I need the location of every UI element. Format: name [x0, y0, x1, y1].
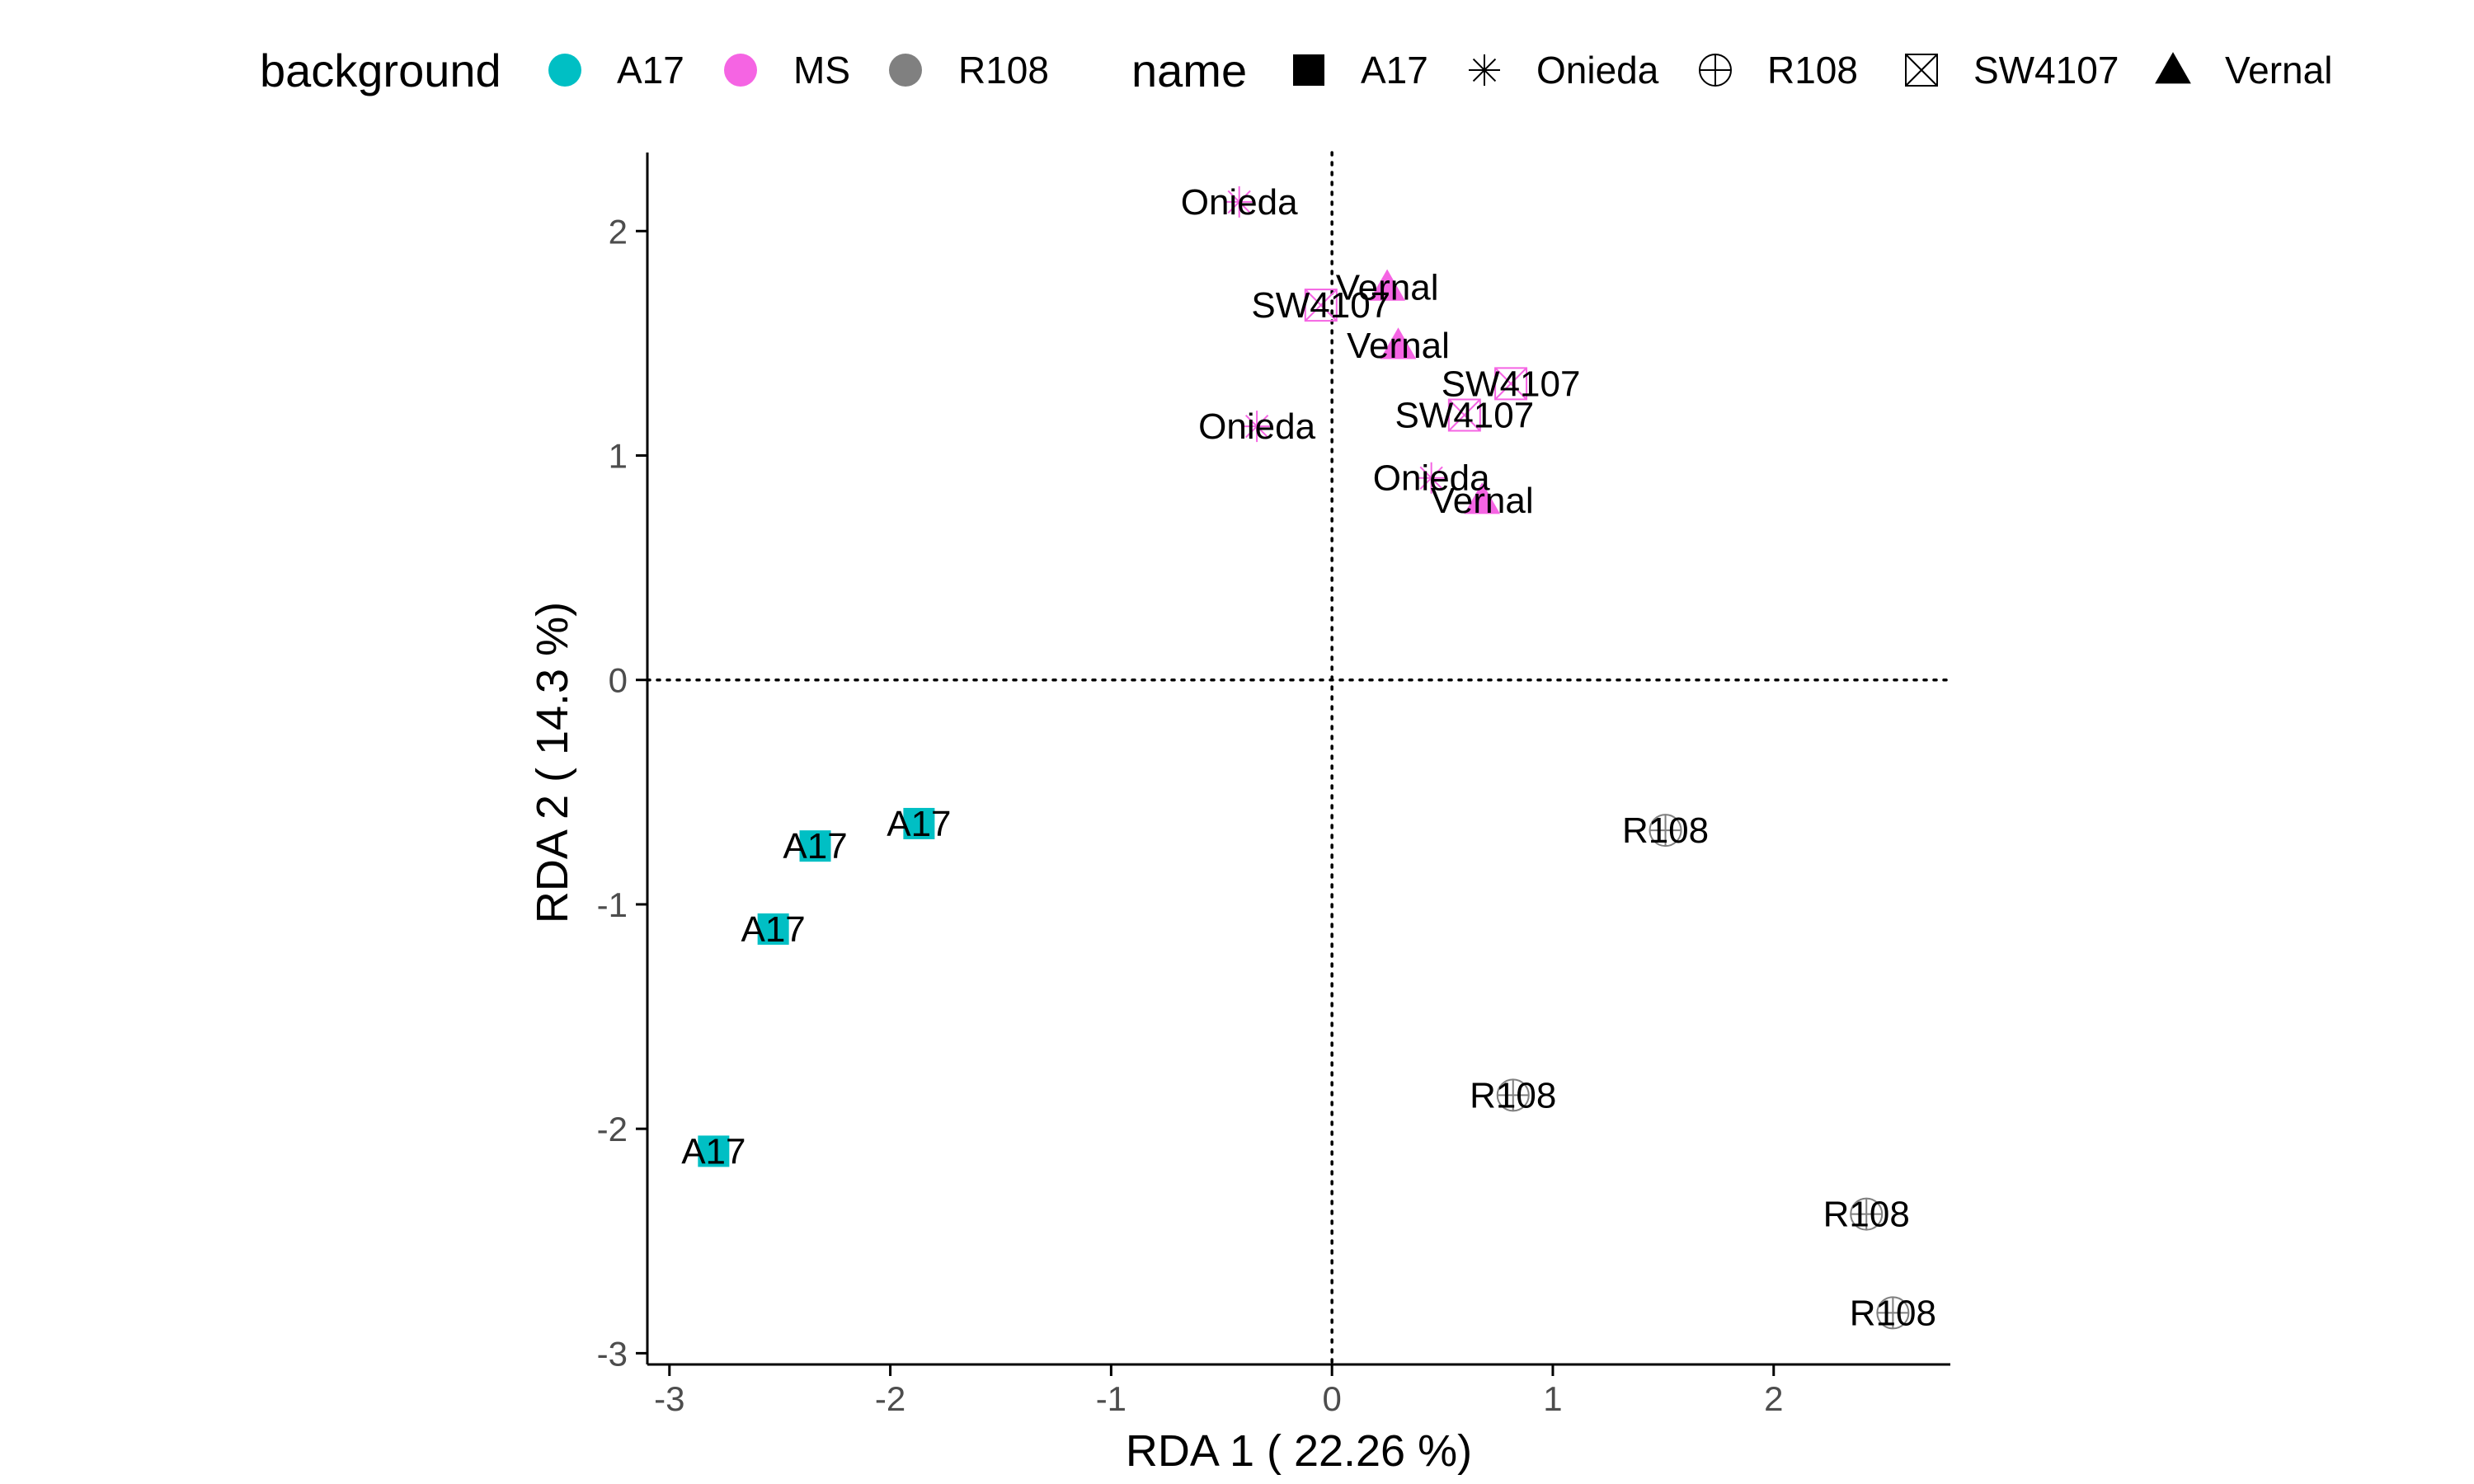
legend: background A17 MS R108 name A17 Onieda R108 SW41…: [260, 45, 2332, 96]
legend-label: MS: [793, 49, 850, 92]
legend-key-square-icon: [1293, 54, 1324, 86]
reference-lines: [646, 151, 1952, 1366]
legend-key-asterisk-icon: [1469, 54, 1500, 86]
data-label: SW4107: [1442, 364, 1581, 404]
legend-key-triangle-icon: [2155, 52, 2191, 84]
data-label: A17: [887, 804, 951, 844]
y-tick-label: -1: [597, 885, 628, 924]
data-point-a17: [698, 1135, 730, 1167]
data-point-a17: [903, 807, 935, 839]
x-tick-label: -3: [654, 1379, 684, 1418]
data-label: R108: [1622, 810, 1709, 851]
legend-item-r108: R108: [889, 49, 1049, 92]
legend-key-color: [889, 54, 922, 87]
data-point-r108: [1649, 814, 1682, 848]
data-point-sw4107: [1304, 289, 1338, 322]
data-label: R108: [1470, 1075, 1556, 1115]
x-tick-label: 0: [1322, 1379, 1341, 1418]
data-label: A17: [741, 909, 805, 950]
data-label: SW4107: [1251, 285, 1390, 326]
legend-title-name: name: [1131, 45, 1247, 96]
legend-item-ms: MS: [724, 49, 850, 92]
data-point-vernal: [1464, 482, 1501, 514]
legend-key-color: [548, 54, 581, 87]
data-point-onieda: [1223, 186, 1255, 218]
data-point-vernal: [1380, 327, 1417, 359]
data-point-sw4107: [1494, 367, 1528, 401]
legend-name: name A17 Onieda R108 SW4107 Vernal: [1131, 45, 2332, 96]
data-label: A17: [783, 826, 847, 866]
legend-key-circle-plus-icon: [1699, 54, 1732, 87]
legend-key-square-x-icon: [1905, 54, 1938, 87]
y-tick-label: 2: [609, 212, 628, 251]
legend-item-a17: A17: [1293, 49, 1428, 92]
axes: -3 -2 -1 0 1 2 -3 -2 -1 0 1 2: [597, 153, 1950, 1418]
data-label: R108: [1850, 1293, 1936, 1333]
x-tick-label: -2: [875, 1379, 905, 1418]
data-point-a17: [799, 830, 831, 862]
data-label: R108: [1823, 1195, 1910, 1235]
legend-key-color: [724, 54, 757, 87]
x-tick-label: -1: [1096, 1379, 1126, 1418]
legend-label: R108: [958, 49, 1049, 92]
legend-item-onieda: Onieda: [1469, 49, 1659, 92]
legend-label: A17: [617, 49, 684, 92]
data-point-r108: [1850, 1197, 1884, 1231]
data-point-sw4107: [1447, 398, 1481, 432]
data-points: [698, 186, 1910, 1330]
data-point-vernal: [1369, 269, 1405, 301]
data-label: Onieda: [1181, 182, 1298, 223]
data-label: Onieda: [1373, 458, 1490, 499]
data-label: A17: [681, 1131, 745, 1172]
y-axis-title: RDA 2 ( 14.3 %): [528, 602, 577, 923]
legend-label: SW4107: [1973, 49, 2119, 92]
data-point-r108: [1496, 1078, 1530, 1112]
legend-item-vernal: Vernal: [2155, 49, 2332, 92]
data-label: SW4107: [1395, 396, 1534, 436]
data-label: Vernal: [1431, 481, 1534, 521]
x-axis-title: RDA 1 ( 22.26 %): [1126, 1426, 1472, 1476]
legend-item-r108: R108: [1699, 49, 1858, 92]
legend-label: Onieda: [1536, 49, 1659, 92]
data-label: Vernal: [1336, 267, 1439, 308]
legend-label: R108: [1767, 49, 1858, 92]
data-point-r108: [1876, 1296, 1910, 1330]
legend-item-sw4107: SW4107: [1905, 49, 2119, 92]
legend-item-a17: A17: [548, 49, 684, 92]
y-tick-label: 0: [609, 661, 628, 700]
data-point-onieda: [1415, 462, 1447, 494]
legend-background: background A17 MS R108: [260, 45, 1049, 96]
y-tick-label: 1: [609, 437, 628, 476]
point-labels: OniedaVernalSW4107VernalSW4107SW4107Onie…: [681, 182, 1936, 1334]
data-label: Vernal: [1347, 326, 1450, 366]
y-tick-label: -3: [597, 1334, 628, 1373]
x-tick-label: 2: [1764, 1379, 1783, 1418]
legend-label: Vernal: [2225, 49, 2332, 92]
data-point-a17: [757, 913, 789, 945]
y-tick-label: -2: [597, 1110, 628, 1148]
legend-title-background: background: [260, 45, 501, 96]
data-point-onieda: [1241, 411, 1273, 443]
legend-label: A17: [1361, 49, 1428, 92]
data-label: Onieda: [1198, 406, 1315, 447]
x-tick-label: 1: [1543, 1379, 1562, 1418]
